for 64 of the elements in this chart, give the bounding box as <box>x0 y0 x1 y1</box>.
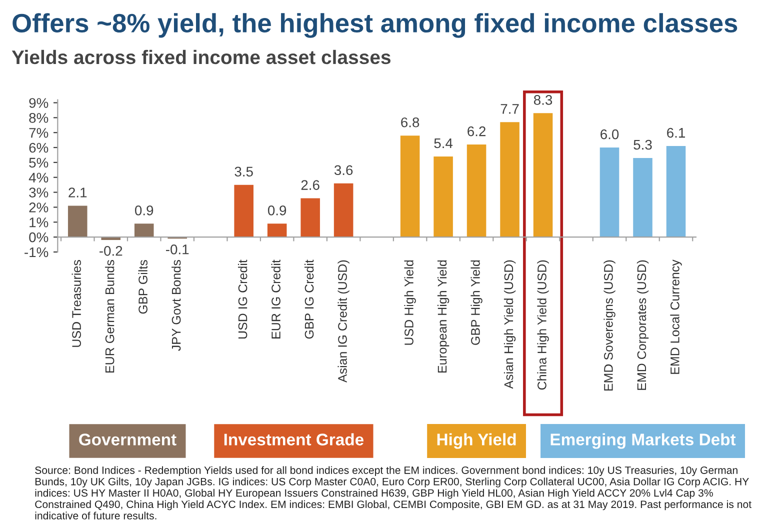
data-label: 6.0 <box>600 129 619 140</box>
bar <box>334 183 354 238</box>
x-tick-label: GBP High Yield <box>470 260 482 345</box>
data-label: -0.1 <box>166 244 189 254</box>
y-tick-label: 4% <box>28 172 48 182</box>
text: Emerging Markets Debt <box>550 433 736 449</box>
data-label: 5.4 <box>434 138 453 148</box>
bar <box>666 146 686 238</box>
data-label: 3.6 <box>334 165 353 176</box>
data-label: 6.8 <box>401 117 420 128</box>
y-tick-label: 5% <box>29 158 48 168</box>
y-tick-label: 8% <box>29 112 48 123</box>
x-tick-label: GBP IG Credit <box>304 260 314 339</box>
y-tick-label: 9% <box>29 98 48 108</box>
y-tick-label: 2% <box>29 202 48 212</box>
data-label: 5.3 <box>634 140 652 150</box>
data-label: 2.1 <box>68 188 87 198</box>
text: Investment Grade <box>224 433 364 446</box>
x-tick-label: USD IG Credit <box>238 260 248 339</box>
bar <box>500 122 520 238</box>
bar <box>134 224 154 238</box>
x-tick-label: USD High Yield <box>404 260 416 345</box>
bar <box>633 158 652 238</box>
y-tick-label: -1% <box>24 247 48 258</box>
x-tick-label: Asian IG Credit (USD) <box>338 260 350 383</box>
bar <box>300 198 320 238</box>
data-label: 6.1 <box>667 128 685 138</box>
x-tick-label: EMD Local Currency <box>670 260 682 374</box>
text: Government <box>79 434 176 446</box>
x-tick-label: Asian High Yield (USD) <box>504 260 516 389</box>
y-tick-label: 6% <box>29 142 48 153</box>
data-label: 7.7 <box>500 104 519 114</box>
bar <box>267 224 287 238</box>
x-tick-label: China High Yield (USD) <box>537 260 549 390</box>
data-label: 2.6 <box>301 180 320 190</box>
y-tick-label: 3% <box>29 188 48 198</box>
x-tick-label: EUR German Bunds <box>105 260 114 373</box>
data-label: 3.5 <box>234 166 253 177</box>
x-tick-label: European High Yield <box>437 260 450 373</box>
x-tick-label: USD Treasuries <box>72 260 81 347</box>
chart-subtitle: Yields across fixed income asset classes <box>12 50 390 64</box>
bar <box>533 113 553 238</box>
bar <box>400 136 420 238</box>
x-tick-label: EUR IG Credit <box>271 260 280 338</box>
text: High Yield <box>437 433 516 449</box>
data-label: 0.9 <box>268 206 286 216</box>
x-tick-label: EMD Sovereigns (USD) <box>604 260 616 391</box>
bar <box>434 156 453 238</box>
y-tick-label: 0% <box>29 232 48 242</box>
y-tick-label: 1% <box>30 218 48 228</box>
data-label: 6.2 <box>468 126 486 136</box>
chart-title: Offers ~8% yield, the highest among fixed income classes <box>12 13 738 38</box>
bar <box>466 144 486 238</box>
source-note: Source: Bond Indices - Redemption Yields used for all bond indices except the EM indices. Government bond indices: 10y US Treasuries, 10y German Bunds, 10y UK Gilts, 10y Japan JGBs. IG indices: US Corp Master C0A0, Euro Corp ER00, Sterling Corp Collateral UC00, Asia Dollar IG Corp ACIG. HY indices: US HY Master II H0A0, Global HY European Issuers Constrained H639, GBP High Yield HL00, Asian High Yield ACCY 20% Lvl4 Cap 3% Constrained Q490, China High Yield ACYC Index. EM indices: EMBI Global, CEMBI Composite, GBI EM GD. as at 31 May 2019. Past performance is not indicative of future results. <box>35 466 752 520</box>
x-tick-label: JPY Govt Bonds <box>172 260 181 351</box>
data-label: 8.3 <box>534 95 552 105</box>
x-tick-label: GBP Gilts <box>138 260 148 314</box>
bar <box>234 184 254 238</box>
bar <box>600 148 620 238</box>
bar <box>68 206 88 238</box>
y-tick-label: 7% <box>29 128 48 138</box>
x-tick-label: EMD Corporates (USD) <box>636 260 649 390</box>
data-label: -0.2 <box>100 246 122 256</box>
data-label: 0.9 <box>134 206 154 216</box>
